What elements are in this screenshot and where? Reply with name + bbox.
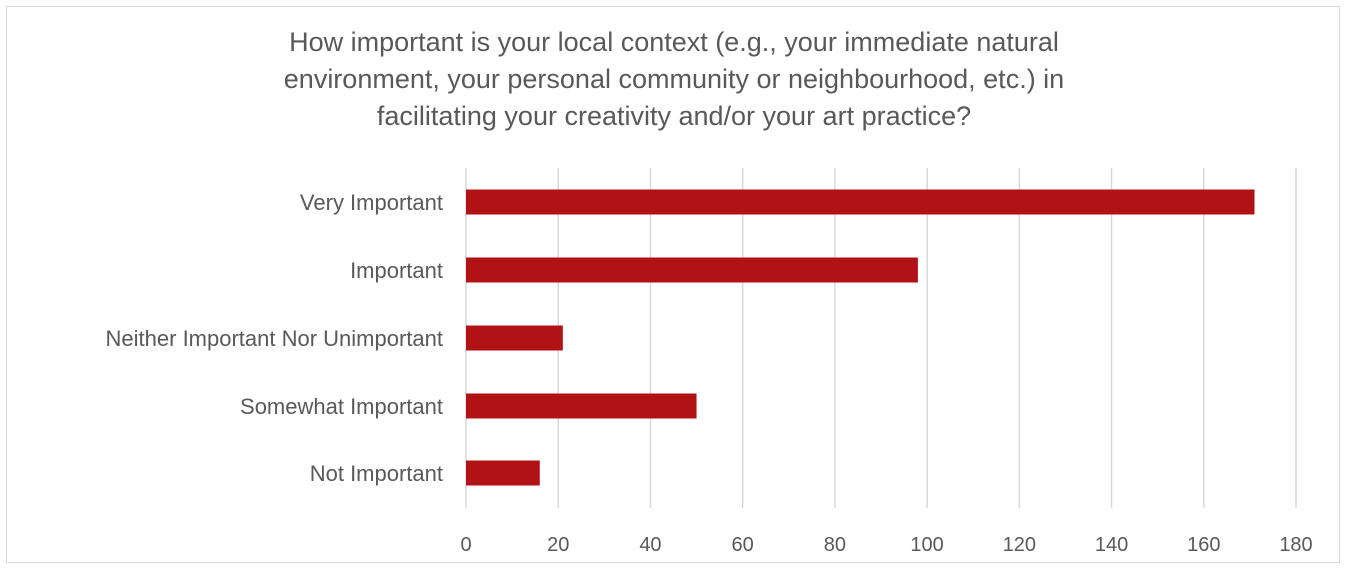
bar	[466, 393, 697, 419]
bars	[466, 189, 1255, 486]
category-label: Somewhat Important	[240, 394, 443, 419]
bar	[466, 325, 563, 351]
x-tick-label: 160	[1187, 534, 1220, 556]
chart-frame	[6, 6, 1340, 563]
chart-title-line-1: How important is your local context (e.g…	[289, 27, 1059, 57]
x-tick-label: 60	[732, 534, 754, 556]
chart-title-line-3: facilitating your creativity and/or your…	[376, 101, 972, 131]
x-tick-label: 120	[1003, 534, 1036, 556]
x-tick-label: 40	[639, 534, 661, 556]
category-label: Not Important	[310, 461, 443, 486]
category-label: Very Important	[300, 190, 443, 215]
x-tick-label: 80	[824, 534, 846, 556]
chart-title-line-2: environment, your personal community or …	[283, 64, 1065, 94]
gridlines	[465, 168, 1297, 508]
x-tick-label: 100	[910, 534, 943, 556]
x-tick-label: 0	[460, 534, 471, 556]
category-label: Important	[350, 258, 443, 283]
x-tick-label: 180	[1279, 534, 1312, 556]
x-axis-tick-labels: 0 20 40 60 80 100 120 140 160 180	[460, 534, 1312, 556]
bar	[466, 257, 918, 283]
x-tick-label: 140	[1095, 534, 1128, 556]
bar	[466, 189, 1255, 215]
chart-title: How important is your local context (e.g…	[0, 24, 1348, 135]
bar	[466, 460, 540, 486]
x-tick-label: 20	[547, 534, 569, 556]
category-labels: Very Important Important Neither Important…	[106, 190, 443, 486]
category-label: Neither Important Nor Unimportant	[106, 326, 443, 351]
